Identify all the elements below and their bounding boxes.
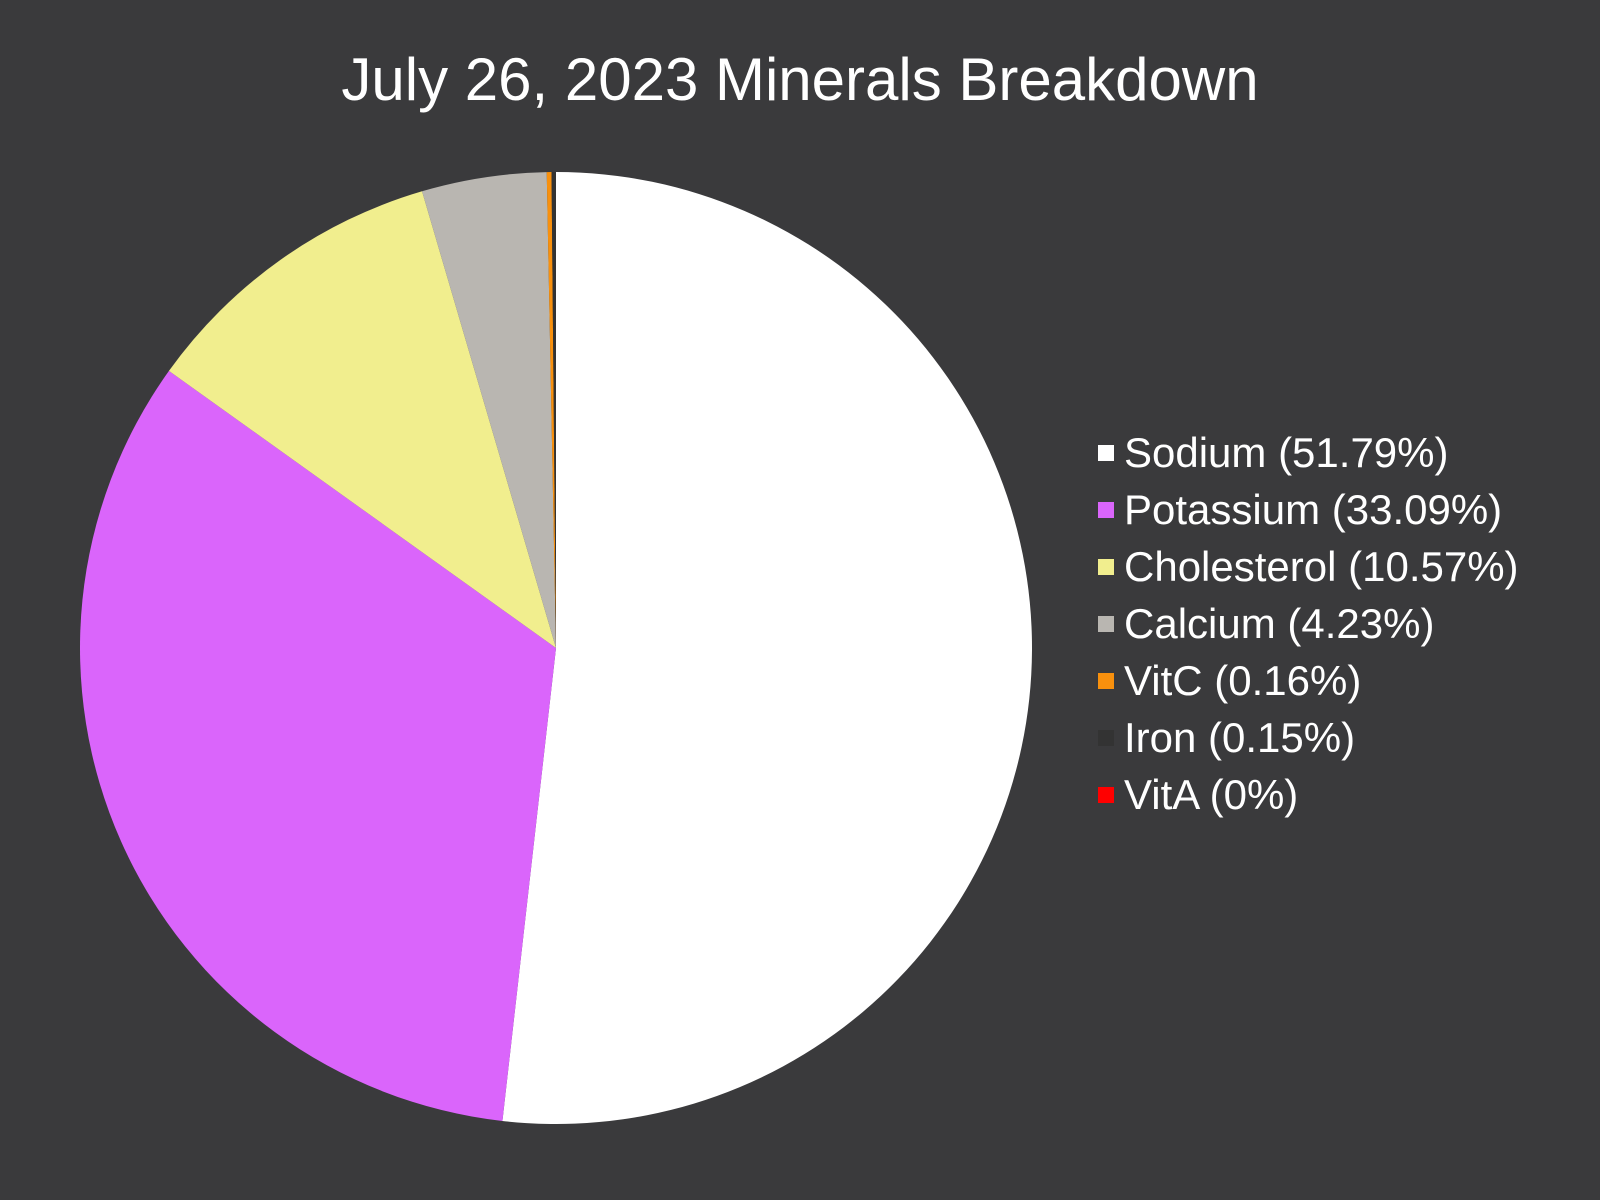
legend-swatch-iron xyxy=(1098,729,1114,746)
pie-slice-iron xyxy=(551,172,556,648)
legend-label-calcium: Calcium (4.23%) xyxy=(1124,599,1435,647)
legend-label-cholesterol: Cholesterol (10.57%) xyxy=(1124,542,1519,590)
legend-swatch-calcium xyxy=(1098,615,1114,632)
pie-slice-sodium xyxy=(502,172,1033,1124)
legend-label-vita: VitA (0%) xyxy=(1124,770,1299,818)
legend-swatch-sodium xyxy=(1098,444,1114,461)
legend-label-potassium: Potassium (33.09%) xyxy=(1124,485,1503,533)
legend-swatch-vita xyxy=(1098,786,1114,803)
pie-slice-vitc xyxy=(546,172,556,648)
pie-slice-potassium xyxy=(79,370,557,1121)
legend-label-iron: Iron (0.15%) xyxy=(1124,713,1356,761)
pie-slice-cholesterol xyxy=(168,191,556,648)
legend-swatch-vitc xyxy=(1098,672,1114,689)
legend-item-cholesterol: Cholesterol (10.57%) xyxy=(1098,538,1519,595)
legend-label-vitc: VitC (0.16%) xyxy=(1124,656,1362,704)
pie-slices-group xyxy=(79,172,1033,1124)
legend-label-sodium: Sodium (51.79%) xyxy=(1124,428,1449,476)
legend-item-calcium: Calcium (4.23%) xyxy=(1098,595,1519,652)
legend-swatch-cholesterol xyxy=(1098,558,1114,575)
legend-item-vitc: VitC (0.16%) xyxy=(1098,652,1519,709)
legend-item-potassium: Potassium (33.09%) xyxy=(1098,481,1519,538)
legend: Sodium (51.79%) Potassium (33.09%) Cholest… xyxy=(1098,424,1519,823)
legend-item-vita: VitA (0%) xyxy=(1098,766,1519,823)
legend-item-iron: Iron (0.15%) xyxy=(1098,709,1519,766)
legend-item-sodium: Sodium (51.79%) xyxy=(1098,424,1519,481)
chart-title: July 26, 2023 Minerals Breakdown xyxy=(341,46,1259,113)
legend-swatch-potassium xyxy=(1098,501,1114,518)
pie-slice-calcium xyxy=(422,172,556,648)
